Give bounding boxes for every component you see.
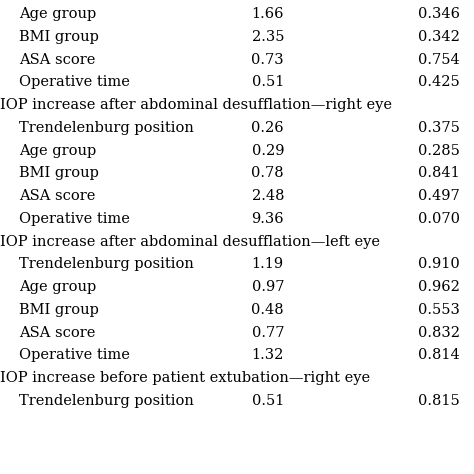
Text: Trendelenburg position: Trendelenburg position bbox=[19, 257, 194, 272]
Text: 0.77: 0.77 bbox=[252, 326, 284, 340]
Text: 0.285: 0.285 bbox=[418, 144, 460, 158]
Text: 0.29: 0.29 bbox=[252, 144, 284, 158]
Text: ASA score: ASA score bbox=[19, 326, 95, 340]
Text: Age group: Age group bbox=[19, 144, 96, 158]
Text: BMI group: BMI group bbox=[19, 166, 99, 181]
Text: Operative time: Operative time bbox=[19, 348, 130, 363]
Text: 2.48: 2.48 bbox=[252, 189, 284, 203]
Text: 0.51: 0.51 bbox=[252, 394, 284, 408]
Text: BMI group: BMI group bbox=[19, 303, 99, 317]
Text: Trendelenburg position: Trendelenburg position bbox=[19, 394, 194, 408]
Text: Operative time: Operative time bbox=[19, 212, 130, 226]
Text: IOP increase after abdominal desufflation—right eye: IOP increase after abdominal desufflatio… bbox=[0, 98, 392, 112]
Text: 1.19: 1.19 bbox=[252, 257, 284, 272]
Text: 0.51: 0.51 bbox=[252, 75, 284, 90]
Text: 0.553: 0.553 bbox=[418, 303, 460, 317]
Text: 1.32: 1.32 bbox=[252, 348, 284, 363]
Text: 0.815: 0.815 bbox=[418, 394, 460, 408]
Text: IOP increase before patient extubation—right eye: IOP increase before patient extubation—r… bbox=[0, 371, 370, 385]
Text: 0.962: 0.962 bbox=[418, 280, 460, 294]
Text: 0.375: 0.375 bbox=[418, 121, 460, 135]
Text: 1.66: 1.66 bbox=[252, 7, 284, 21]
Text: Trendelenburg position: Trendelenburg position bbox=[19, 121, 194, 135]
Text: ASA score: ASA score bbox=[19, 189, 95, 203]
Text: Age group: Age group bbox=[19, 7, 96, 21]
Text: 0.97: 0.97 bbox=[252, 280, 284, 294]
Text: 0.910: 0.910 bbox=[418, 257, 460, 272]
Text: 0.78: 0.78 bbox=[252, 166, 284, 181]
Text: 0.070: 0.070 bbox=[418, 212, 460, 226]
Text: 0.754: 0.754 bbox=[418, 53, 460, 67]
Text: 9.36: 9.36 bbox=[252, 212, 284, 226]
Text: ASA score: ASA score bbox=[19, 53, 95, 67]
Text: 0.26: 0.26 bbox=[252, 121, 284, 135]
Text: BMI group: BMI group bbox=[19, 30, 99, 44]
Text: 0.832: 0.832 bbox=[418, 326, 460, 340]
Text: Operative time: Operative time bbox=[19, 75, 130, 90]
Text: 0.342: 0.342 bbox=[418, 30, 460, 44]
Text: 0.425: 0.425 bbox=[418, 75, 460, 90]
Text: 0.346: 0.346 bbox=[418, 7, 460, 21]
Text: 0.73: 0.73 bbox=[252, 53, 284, 67]
Text: 0.497: 0.497 bbox=[418, 189, 460, 203]
Text: Age group: Age group bbox=[19, 280, 96, 294]
Text: IOP increase after abdominal desufflation—left eye: IOP increase after abdominal desufflatio… bbox=[0, 235, 380, 249]
Text: 0.841: 0.841 bbox=[418, 166, 460, 181]
Text: 2.35: 2.35 bbox=[252, 30, 284, 44]
Text: 0.814: 0.814 bbox=[418, 348, 460, 363]
Text: 0.48: 0.48 bbox=[252, 303, 284, 317]
